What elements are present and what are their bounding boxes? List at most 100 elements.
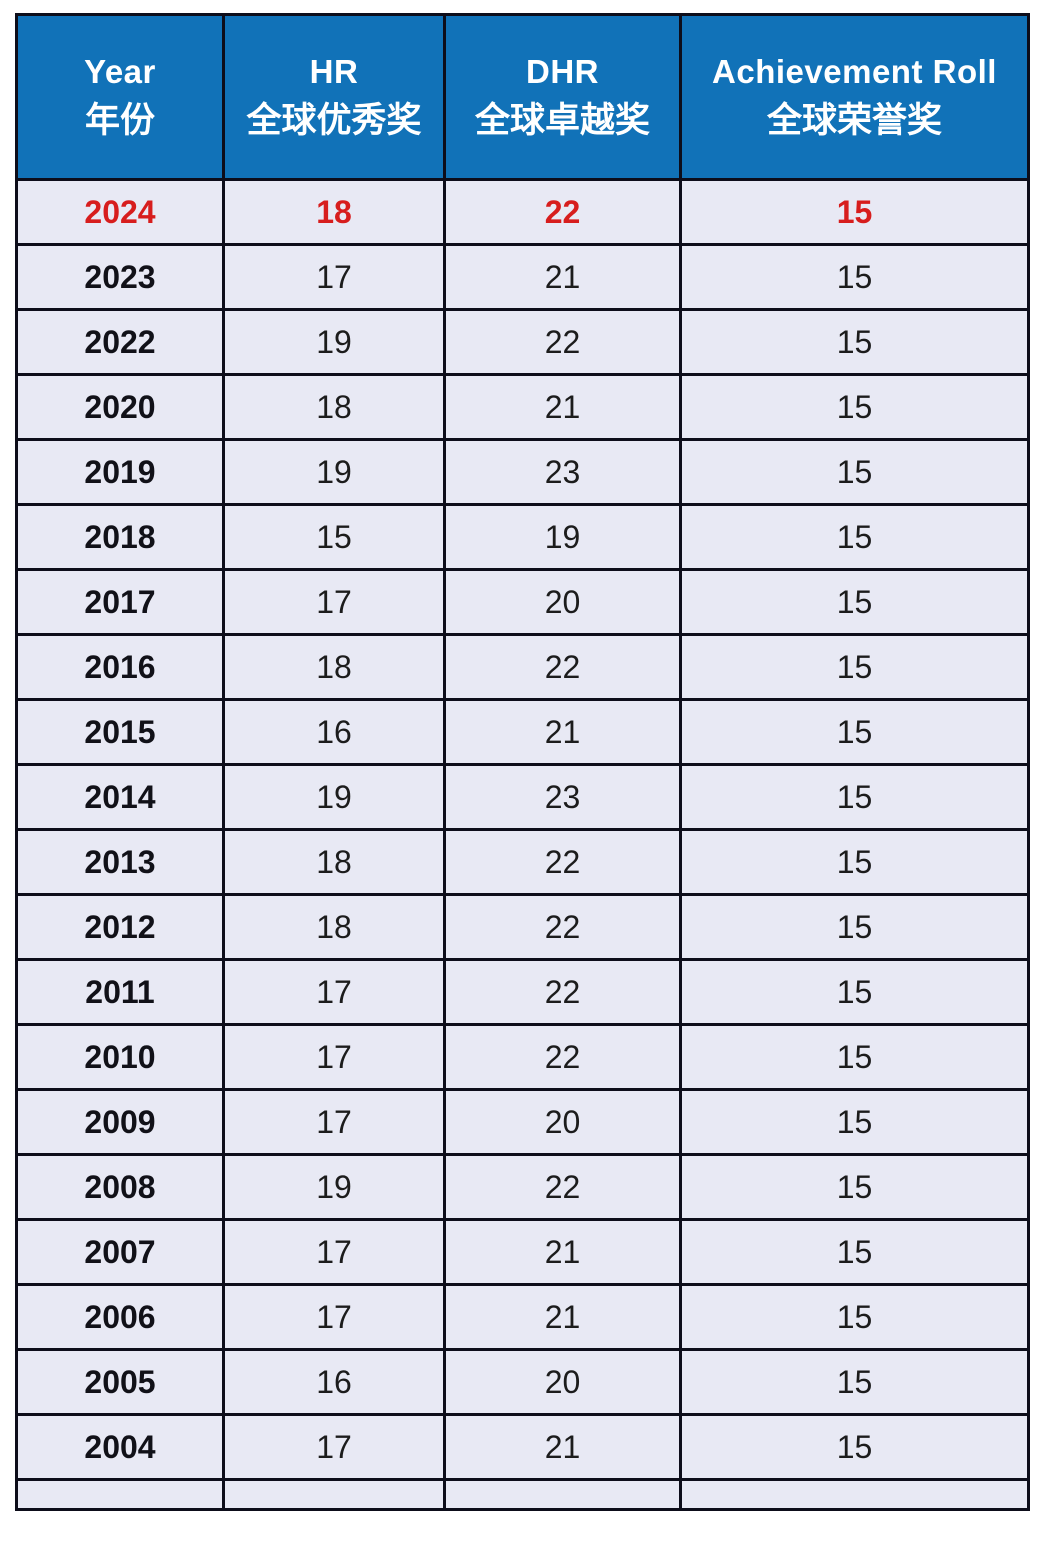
table-row: 2004 17 21 15 — [15, 1413, 1030, 1481]
year-cell: 2013 — [15, 828, 225, 896]
header-ar-en: Achievement Roll — [712, 52, 997, 90]
year-cell: 2005 — [15, 1348, 225, 1416]
dhr-value-cell: 20 — [443, 1088, 682, 1156]
ar-value-cell: 15 — [679, 1023, 1030, 1091]
ar-value-cell: 15 — [679, 438, 1030, 506]
year-cell: 2012 — [15, 893, 225, 961]
table-row: 2007 17 21 15 — [15, 1218, 1030, 1286]
year-cell: 2018 — [15, 503, 225, 571]
year-cell: 2008 — [15, 1153, 225, 1221]
header-cell-hr: HR 全球优秀奖 — [222, 13, 446, 181]
hr-value-cell: 19 — [222, 438, 446, 506]
header-row: Year 年份 HR 全球优秀奖 DHR 全球卓越奖 Achievement R… — [15, 13, 1030, 181]
dhr-value-cell: 22 — [443, 1023, 682, 1091]
dhr-value-cell: 22 — [443, 958, 682, 1026]
table-body: 2024 18 22 15 2023 17 21 15 2022 19 22 15 2020 18 21 15… — [15, 178, 1030, 1511]
hr-value-cell: 17 — [222, 1218, 446, 1286]
table-row: 2015 16 21 15 — [15, 698, 1030, 766]
hr-value-cell: 17 — [222, 568, 446, 636]
hr-value-cell: 18 — [222, 828, 446, 896]
year-cell: 2017 — [15, 568, 225, 636]
header-year-zh: 年份 — [84, 101, 155, 141]
ar-value-cell: 15 — [679, 503, 1030, 571]
year-cell: 2009 — [15, 1088, 225, 1156]
table-row: 2017 17 20 15 — [15, 568, 1030, 636]
hr-value-cell: 17 — [222, 1283, 446, 1351]
hr-value-cell: 15 — [222, 503, 446, 571]
table-row: 2006 17 21 15 — [15, 1283, 1030, 1351]
table-row: 2018 15 19 15 — [15, 503, 1030, 571]
ar-value-cell: 15 — [679, 1088, 1030, 1156]
year-cell: 2019 — [15, 438, 225, 506]
table-row: 2020 18 21 15 — [15, 373, 1030, 441]
table-row: 2009 17 20 15 — [15, 1088, 1030, 1156]
header-cell-year: Year 年份 — [15, 13, 225, 181]
year-cell: 2023 — [15, 243, 225, 311]
ar-value-cell: 15 — [679, 308, 1030, 376]
year-cell: 2010 — [15, 1023, 225, 1091]
dhr-value-cell: 21 — [443, 698, 682, 766]
year-cell: 2004 — [15, 1413, 225, 1481]
hr-value-cell: 17 — [222, 1088, 446, 1156]
year-cell: 2015 — [15, 698, 225, 766]
hr-value-cell: 17 — [222, 1413, 446, 1481]
header-dhr-en: DHR — [526, 52, 599, 90]
table-row: 2022 19 22 15 — [15, 308, 1030, 376]
hr-value-cell: 17 — [222, 958, 446, 1026]
table-row: 2010 17 22 15 — [15, 1023, 1030, 1091]
hr-value-cell: 19 — [222, 308, 446, 376]
dhr-value-cell: 22 — [443, 178, 682, 246]
empty-cell — [15, 1478, 225, 1511]
dhr-value-cell: 21 — [443, 1283, 682, 1351]
year-cell: 2024 — [15, 178, 225, 246]
ar-value-cell: 15 — [679, 828, 1030, 896]
year-cell: 2006 — [15, 1283, 225, 1351]
dhr-value-cell: 19 — [443, 503, 682, 571]
dhr-value-cell: 23 — [443, 763, 682, 831]
dhr-value-cell: 22 — [443, 828, 682, 896]
hr-value-cell: 17 — [222, 243, 446, 311]
empty-cell — [679, 1478, 1030, 1511]
table-row: 2019 19 23 15 — [15, 438, 1030, 506]
year-cell: 2022 — [15, 308, 225, 376]
header-hr-zh: 全球优秀奖 — [246, 101, 422, 141]
year-cell: 2007 — [15, 1218, 225, 1286]
hr-value-cell: 18 — [222, 893, 446, 961]
header-dhr-zh: 全球卓越奖 — [474, 101, 650, 141]
table-row: 2016 18 22 15 — [15, 633, 1030, 701]
ar-value-cell: 15 — [679, 1153, 1030, 1221]
dhr-value-cell: 20 — [443, 568, 682, 636]
hr-value-cell: 16 — [222, 1348, 446, 1416]
header-year-en: Year — [84, 52, 156, 90]
header-cell-achievement-roll: Achievement Roll 全球荣誉奖 — [679, 13, 1030, 181]
hr-value-cell: 18 — [222, 373, 446, 441]
dhr-value-cell: 21 — [443, 243, 682, 311]
header-hr-en: HR — [309, 52, 359, 90]
ar-value-cell: 15 — [679, 763, 1030, 831]
hr-value-cell: 18 — [222, 633, 446, 701]
hr-value-cell: 18 — [222, 178, 446, 246]
ar-value-cell: 15 — [679, 1218, 1030, 1286]
dhr-value-cell: 22 — [443, 893, 682, 961]
hr-value-cell: 19 — [222, 1153, 446, 1221]
dhr-value-cell: 21 — [443, 1218, 682, 1286]
year-cell: 2020 — [15, 373, 225, 441]
dhr-value-cell: 21 — [443, 1413, 682, 1481]
dhr-value-cell: 21 — [443, 373, 682, 441]
header-ar-zh: 全球荣誉奖 — [766, 101, 942, 141]
year-cell: 2014 — [15, 763, 225, 831]
table-row: 2011 17 22 15 — [15, 958, 1030, 1026]
table-row: 2024 18 22 15 — [15, 178, 1030, 246]
table-row: 2014 19 23 15 — [15, 763, 1030, 831]
hr-value-cell: 17 — [222, 1023, 446, 1091]
ar-value-cell: 15 — [679, 633, 1030, 701]
ar-value-cell: 15 — [679, 893, 1030, 961]
table-row: 2005 16 20 15 — [15, 1348, 1030, 1416]
table-row: 2013 18 22 15 — [15, 828, 1030, 896]
ar-value-cell: 15 — [679, 1283, 1030, 1351]
dhr-value-cell: 20 — [443, 1348, 682, 1416]
table-row: 2012 18 22 15 — [15, 893, 1030, 961]
table-row: 2023 17 21 15 — [15, 243, 1030, 311]
empty-cell — [443, 1478, 682, 1511]
year-cell: 2016 — [15, 633, 225, 701]
